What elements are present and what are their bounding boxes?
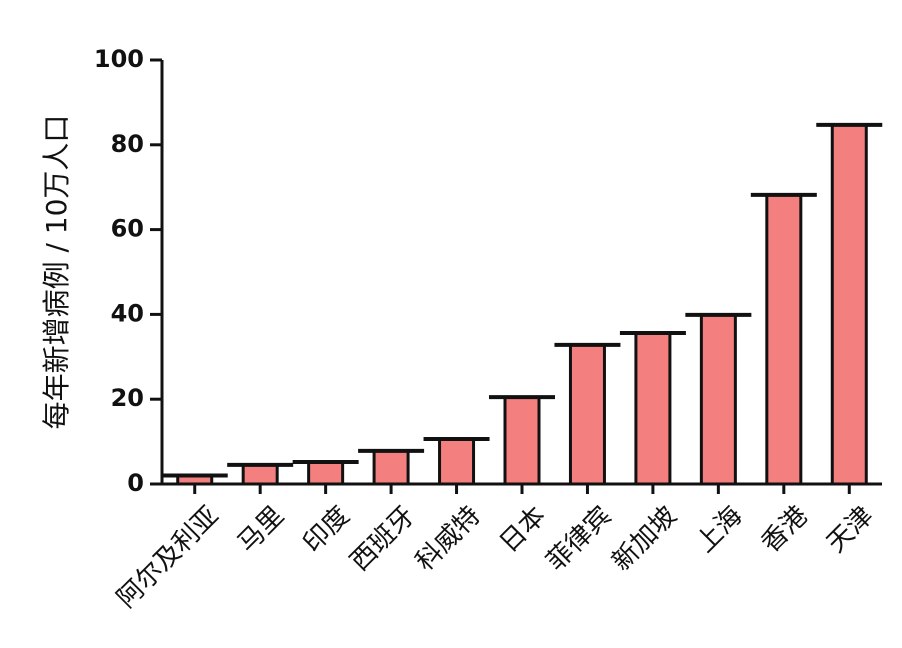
bar [830,123,868,486]
y-tick-label: 0 [127,469,144,497]
x-tick-label: 西班牙 [345,501,421,577]
bar [307,460,345,486]
bar [372,449,410,486]
y-tick-label: 80 [111,130,144,158]
bar [241,463,279,486]
y-axis-label: 每年新增病例 / 10万人口 [40,115,73,430]
x-tick-label: 天津 [821,501,879,559]
bar [503,395,541,486]
x-tick-label: 科威特 [410,501,486,577]
bar [765,193,803,486]
y-tick-label: 100 [94,45,144,73]
bar [634,331,672,486]
y-tick-label: 40 [111,299,144,327]
x-tick-label: 日本 [494,501,552,559]
x-tick-label: 印度 [298,501,356,559]
y-tick-label: 20 [111,384,144,412]
x-tick-label: 上海 [690,501,748,559]
y-tick-label: 60 [111,215,144,243]
x-tick-label: 马里 [232,501,290,559]
bar [438,437,476,486]
x-tick-label: 香港 [756,501,814,559]
x-tick-label: 新加坡 [606,501,682,577]
bar [699,313,737,486]
bar [568,343,606,486]
x-tick-label: 菲律宾 [541,501,617,577]
x-tick-label: 阿尔及利亚 [112,501,225,614]
